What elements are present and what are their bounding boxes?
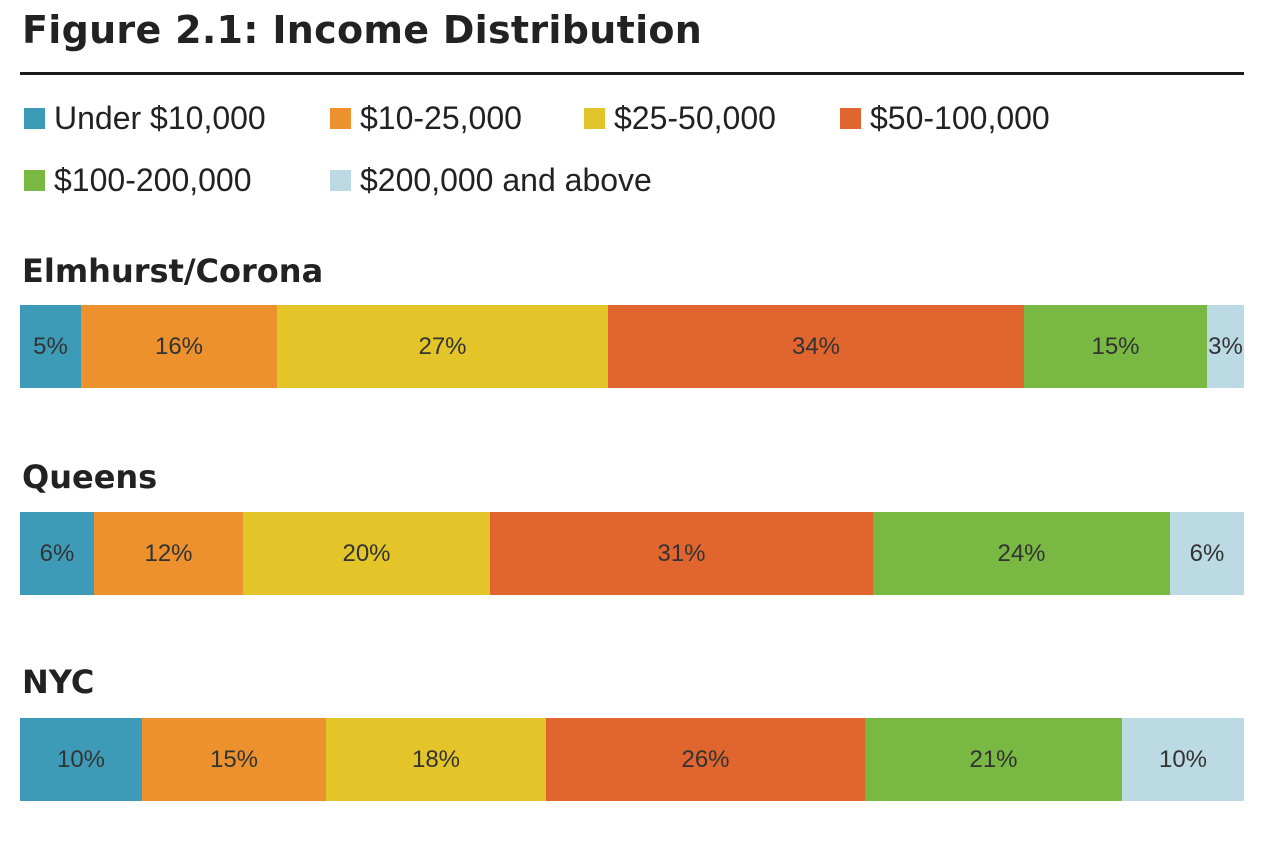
data-label: 6% bbox=[1189, 539, 1225, 567]
group-label-elmhurst-corona: Elmhurst/Corona bbox=[22, 252, 324, 290]
legend-item-25-50-000: $25-50,000 bbox=[584, 98, 776, 138]
data-label: 21% bbox=[969, 745, 1018, 773]
legend-item-200-000-and-above: $200,000 and above bbox=[330, 160, 652, 200]
bar-segment-elmhurst-corona-10-25-000: 16% bbox=[81, 305, 277, 388]
data-label: 6% bbox=[39, 539, 75, 567]
data-label: 18% bbox=[411, 745, 461, 773]
legend-swatch bbox=[840, 107, 861, 129]
data-label: 5% bbox=[33, 332, 68, 360]
legend-label: $10-25,000 bbox=[360, 99, 522, 136]
bar-nyc: 10% 15% 18% 26% 21% 10% bbox=[20, 718, 1244, 801]
legend-item-100-200-000: $100-200,000 bbox=[24, 160, 252, 200]
bar-segment-nyc-50-100-000: 26% bbox=[546, 718, 865, 801]
legend-label: Under $10,000 bbox=[54, 99, 266, 136]
title-rule bbox=[20, 72, 1244, 75]
bar-segment-nyc-under-10-000: 10% bbox=[20, 718, 142, 801]
bar-elmhurst-corona: 5% 16% 27% 34% 15% 3% bbox=[20, 305, 1244, 388]
group-label-queens: Queens bbox=[22, 458, 158, 496]
data-label: 31% bbox=[657, 539, 706, 567]
data-label: 10% bbox=[1158, 745, 1208, 773]
bar-segment-nyc-100-200-000: 21% bbox=[865, 718, 1122, 801]
bar-segment-queens-under-10-000: 6% bbox=[20, 512, 94, 595]
data-label: 10% bbox=[56, 745, 106, 773]
bar-segment-queens-200-000-and-above: 6% bbox=[1170, 512, 1244, 595]
legend-label: $50-100,000 bbox=[870, 99, 1050, 136]
legend-swatch bbox=[584, 107, 605, 129]
legend-label: $200,000 and above bbox=[360, 161, 652, 198]
bar-segment-nyc-25-50-000: 18% bbox=[326, 718, 546, 801]
bar-segment-elmhurst-corona-100-200-000: 15% bbox=[1024, 305, 1207, 388]
bar-segment-queens-100-200-000: 24% bbox=[873, 512, 1170, 595]
data-label: 16% bbox=[154, 332, 204, 360]
data-label: 15% bbox=[1091, 332, 1140, 360]
legend-item-under-10-000: Under $10,000 bbox=[24, 98, 266, 138]
bar-queens: 6% 12% 20% 31% 24% 6% bbox=[20, 512, 1244, 595]
data-label: 26% bbox=[681, 745, 730, 773]
legend-item-10-25-000: $10-25,000 bbox=[330, 98, 522, 138]
data-label: 24% bbox=[997, 539, 1046, 567]
chart-title: Figure 2.1: Income Distribution bbox=[22, 8, 703, 52]
data-label: 12% bbox=[144, 539, 193, 567]
legend-label: $100-200,000 bbox=[54, 161, 252, 198]
legend-label: $25-50,000 bbox=[614, 99, 776, 136]
bar-segment-queens-10-25-000: 12% bbox=[94, 512, 243, 595]
bar-segment-nyc-10-25-000: 15% bbox=[142, 718, 326, 801]
bar-segment-queens-25-50-000: 20% bbox=[243, 512, 490, 595]
bar-segment-nyc-200-000-and-above: 10% bbox=[1122, 718, 1244, 801]
legend-swatch bbox=[330, 169, 351, 191]
bar-segment-elmhurst-corona-under-10-000: 5% bbox=[20, 305, 81, 388]
data-label: 34% bbox=[791, 332, 841, 360]
bar-segment-queens-50-100-000: 31% bbox=[490, 512, 873, 595]
bar-segment-elmhurst-corona-25-50-000: 27% bbox=[277, 305, 608, 388]
data-label: 20% bbox=[342, 539, 391, 567]
data-label: 15% bbox=[209, 745, 259, 773]
bar-segment-elmhurst-corona-200-000-and-above: 3% bbox=[1207, 305, 1244, 388]
group-label-nyc: NYC bbox=[22, 663, 95, 701]
bar-segment-elmhurst-corona-50-100-000: 34% bbox=[608, 305, 1024, 388]
data-label: 27% bbox=[418, 332, 467, 360]
legend-swatch bbox=[24, 107, 45, 129]
legend-swatch bbox=[330, 107, 351, 129]
data-label: 3% bbox=[1208, 332, 1243, 360]
legend-item-50-100-000: $50-100,000 bbox=[840, 98, 1050, 138]
legend-swatch bbox=[24, 169, 45, 191]
